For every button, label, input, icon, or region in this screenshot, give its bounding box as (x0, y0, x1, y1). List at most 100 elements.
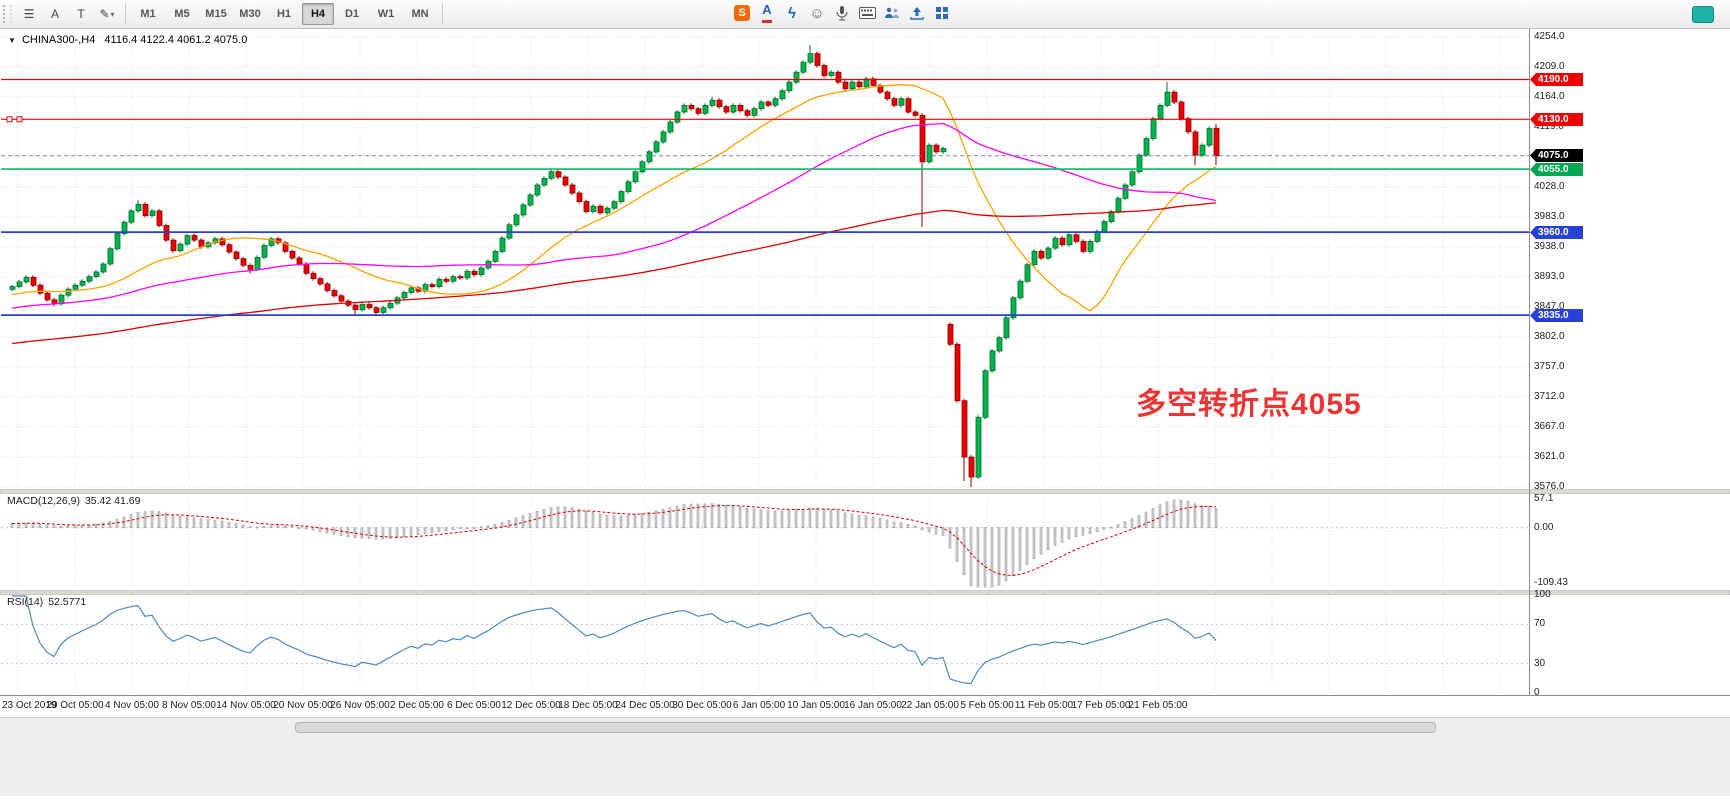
price-axis-label: 3757.0 (1534, 361, 1565, 372)
scrollbar-thumb[interactable] (295, 722, 1436, 733)
timeframe-button-mn[interactable]: MN (411, 8, 429, 20)
font-a-glyph: A (762, 3, 772, 23)
macd-name: MACD(12,26,9) (7, 495, 80, 507)
macd-scale-label: 57.1 (1534, 493, 1554, 504)
price-axis-label: 3802.0 (1534, 331, 1565, 342)
screen-share-icon[interactable] (882, 3, 902, 23)
time-axis-label: 16 Jan 05:00 (844, 700, 902, 711)
rsi-scale-label: 0 (1534, 687, 1540, 698)
panel-frame (0, 29, 1730, 696)
price-axis-label: 3576.0 (1534, 481, 1565, 492)
grid-horizontal (1, 36, 1529, 665)
price-axis-label: 3938.0 (1534, 241, 1565, 252)
price-axis-label: 3847.0 (1534, 301, 1565, 312)
price-axis-label: 3712.0 (1534, 391, 1565, 402)
time-axis-label: 24 Dec 05:00 (615, 700, 675, 711)
time-axis-label: 22 Jan 05:00 (901, 700, 959, 711)
apps-grid-icon[interactable] (932, 3, 952, 23)
toolbar-separator (442, 4, 443, 24)
one-click-trading-icon[interactable]: ▼ (8, 36, 16, 45)
time-axis-label: 2 Dec 05:00 (390, 700, 444, 711)
time-axis-label: 4 Nov 05:00 (105, 700, 159, 711)
time-axis-label: 12 Dec 05:00 (501, 700, 561, 711)
price-axis-label: 3983.0 (1534, 211, 1565, 222)
chart-canvas-holder[interactable] (0, 29, 1730, 795)
macd-scale-label: 0.00 (1534, 522, 1554, 533)
chart-list-button[interactable]: ☰ (23, 7, 35, 21)
macd-signal-line (11, 505, 1217, 576)
tool-group: ☰ A T ✎ ▾ (16, 3, 120, 25)
time-axis-label: 6 Dec 05:00 (447, 700, 501, 711)
sina-glyph: S (734, 5, 750, 21)
rsi-scale-label: 100 (1534, 589, 1551, 600)
timeframe-button-m30[interactable]: M30 (239, 8, 261, 20)
rsi-line (12, 595, 1217, 685)
smiley-icon[interactable]: ☺ (807, 3, 827, 23)
horizontal-level-lines[interactable] (1, 78, 1529, 317)
macd-scale-label: -109.43 (1534, 577, 1568, 588)
ohlc-values: 4116.4 4122.4 4061.2 4075.0 (104, 34, 248, 46)
rsi-scale-label: 70 (1534, 618, 1546, 629)
line-anchor (6, 116, 13, 123)
flash-icon[interactable]: ϟ (782, 3, 802, 23)
toolbar-separator (125, 4, 126, 24)
time-axis-label: 11 Feb 05:00 (1014, 700, 1074, 711)
toolbar-grip (3, 5, 12, 23)
timeframe-button-m15[interactable]: M15 (205, 8, 227, 20)
line-anchor (16, 116, 23, 123)
macd-values: 35.42 41.69 (84, 495, 141, 507)
horizontal-scrollbar[interactable] (0, 717, 1730, 796)
keyboard-icon[interactable] (857, 3, 877, 23)
time-axis-label: 8 Nov 05:00 (162, 700, 216, 711)
timeframe-button-m5[interactable]: M5 (174, 8, 190, 20)
timeframe-button-d1[interactable]: D1 (344, 8, 360, 20)
price-axis-label: 3893.0 (1534, 271, 1565, 282)
sina-share-icon[interactable]: S (732, 3, 752, 23)
chevron-down-icon: ▾ (110, 9, 115, 19)
grid-vertical (17, 37, 1501, 693)
price-axis-label: 4028.0 (1534, 181, 1565, 192)
timeframe-button-h4[interactable]: H4 (302, 3, 334, 25)
draw-tool-button[interactable]: ✎ ▾ (99, 7, 115, 21)
symbol-label: CHINA300-,H4 (21, 34, 96, 46)
price-badge: 4190.0 (1530, 73, 1583, 86)
chart-workspace: ▼ CHINA300-,H4 4116.4 4122.4 4061.2 4075… (0, 29, 1730, 796)
moving-average-lines (11, 84, 1217, 345)
chart-title: ▼ CHINA300-,H4 4116.4 4122.4 4061.2 4075… (8, 34, 247, 46)
time-axis-label: 14 Nov 05:00 (216, 700, 276, 711)
price-axis-label: 3667.0 (1534, 421, 1565, 432)
price-badge: 4130.0 (1530, 113, 1583, 126)
time-axis-label: 10 Jan 05:00 (787, 700, 845, 711)
status-button[interactable] (1692, 6, 1714, 23)
font-color-icon[interactable]: A (757, 3, 777, 23)
rsi-panel-label: RSI(14) 52.5771 (7, 596, 86, 608)
time-axis-label: 18 Dec 05:00 (558, 700, 618, 711)
candles (9, 45, 1220, 487)
time-axis-label: 20 Nov 05:00 (273, 700, 333, 711)
price-badge: 4075.0 (1530, 149, 1583, 162)
chart-canvas[interactable] (0, 29, 1730, 795)
microphone-icon[interactable] (832, 3, 852, 23)
time-axis-label: 26 Nov 05:00 (330, 700, 390, 711)
timeframe-button-h1[interactable]: H1 (276, 8, 292, 20)
cursor-a-button[interactable]: A (50, 7, 59, 21)
time-axis-label: 5 Feb 05:00 (960, 700, 1014, 711)
price-badge: 3835.0 (1530, 309, 1583, 322)
time-axis-label: 17 Feb 05:00 (1071, 700, 1131, 711)
text-tool-button[interactable]: T (77, 7, 85, 21)
timeframe-button-w1[interactable]: W1 (377, 8, 395, 20)
price-axis-label: 4254.0 (1534, 31, 1565, 42)
text-annotation[interactable]: 多空转折点4055 (1136, 388, 1362, 421)
flash-glyph: ϟ (788, 4, 796, 22)
price-badge: 3960.0 (1530, 226, 1583, 239)
timeframe-button-m1[interactable]: M1 (140, 8, 156, 20)
smile-glyph: ☺ (809, 4, 825, 22)
upload-icon[interactable] (907, 3, 927, 23)
price-axis-label: 4119.0 (1534, 121, 1564, 132)
macd-panel-label: MACD(12,26,9) 35.42 41.69 (7, 495, 140, 507)
time-axis-label: 29 Oct 05:00 (46, 700, 104, 711)
rsi-scale-label: 30 (1534, 658, 1546, 669)
